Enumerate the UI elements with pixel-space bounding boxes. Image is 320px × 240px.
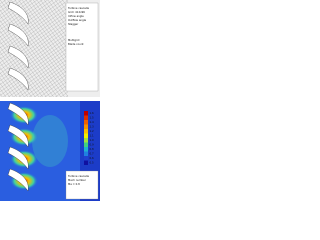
colorbar-swatch — [84, 120, 88, 125]
contour-panel: 1.61.51.41.31.21.11.00.90.80.70.60.5 Tur… — [0, 101, 100, 201]
note: Turbine cascade — [68, 6, 89, 10]
colorbar-label: 1.3 — [90, 125, 94, 129]
note: Mach number — [68, 178, 87, 182]
colorbar-swatch — [84, 115, 88, 120]
note: Outflow angle — [68, 18, 86, 22]
colorbar-swatch — [84, 156, 88, 161]
colorbar-swatch — [84, 138, 88, 143]
colorbar-label: 0.6 — [90, 156, 94, 160]
colorbar-label: 0.5 — [90, 161, 94, 165]
colorbar-label: 0.7 — [90, 152, 94, 156]
colorbar-swatch — [84, 151, 88, 156]
colorbar-label: 1.6 — [90, 111, 94, 115]
note: Inflow angle — [68, 14, 84, 18]
colorbar-swatch — [84, 124, 88, 129]
colorbar-swatch — [84, 142, 88, 147]
colorbar-label: 1.0 — [90, 138, 94, 142]
colorbar-swatch — [84, 133, 88, 138]
note: Stagger — [68, 22, 79, 26]
colorbar-label: 0.8 — [90, 147, 94, 151]
note: Turbine cascade — [68, 174, 89, 178]
colorbar-label: 1.4 — [90, 120, 94, 124]
note: Multigrid — [68, 38, 80, 42]
note: Ma = 0.8 — [68, 182, 80, 186]
colorbar-label: 1.2 — [90, 129, 94, 133]
colorbar-label: 1.1 — [90, 134, 94, 138]
colorbar-label: 1.5 — [90, 116, 94, 120]
colorbar-swatch — [84, 111, 88, 116]
colorbar-label: 0.9 — [90, 143, 94, 147]
colorbar-swatch — [84, 160, 88, 165]
colorbar-swatch — [84, 129, 88, 134]
colorbar-swatch — [84, 147, 88, 152]
note: Blade count — [68, 42, 83, 46]
note: Grid: 412x96 — [68, 10, 85, 14]
